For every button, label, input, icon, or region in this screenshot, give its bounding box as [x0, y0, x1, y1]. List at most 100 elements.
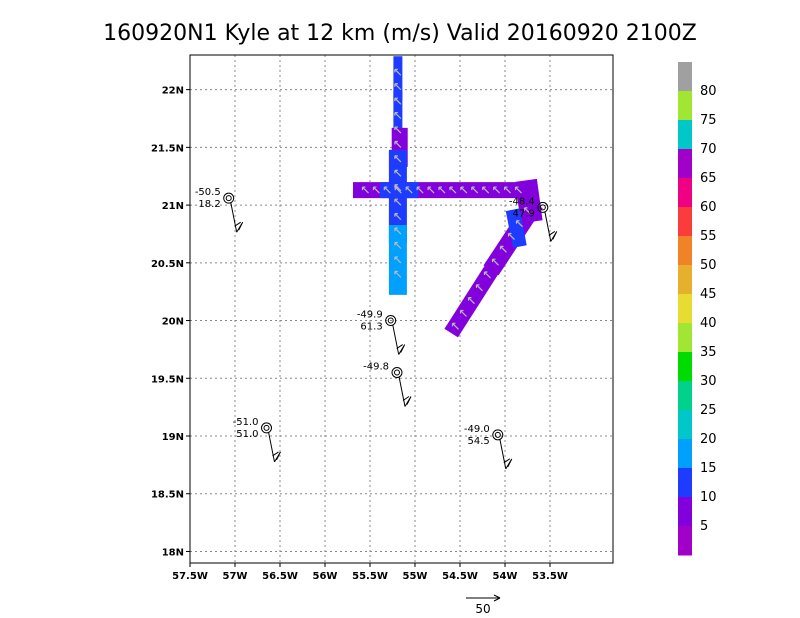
- wind-arrow-vertical: [394, 141, 402, 148]
- dropsonde-inner-ring: [263, 424, 270, 431]
- wind-arrow-vertical: [394, 198, 402, 206]
- x-tick-label: 55W: [403, 571, 428, 582]
- wind-barb-staff: [230, 202, 238, 233]
- colorbar-label: 60: [700, 200, 717, 215]
- wind-arrow-horizontal-head: [449, 186, 453, 191]
- wind-arrow-diagonal: [508, 233, 515, 240]
- reference-vector: 50: [466, 594, 501, 616]
- wind-arrow-diagonal: [492, 258, 499, 266]
- wind-arrow-diagonal: [500, 245, 507, 253]
- wind-arrow-vertical: [394, 169, 402, 177]
- colorbar-segment: [678, 497, 692, 527]
- plot-area: -50.518.2 -48.447.9 -49.961.3 -49.8 -51.051.…: [189, 54, 614, 564]
- colorbar-label: 25: [700, 403, 717, 418]
- wind-arrow-horizontal-head: [427, 186, 432, 191]
- wind-arrow-diagonal-head: [491, 258, 496, 263]
- wind-arrow-horizontal: [383, 186, 391, 194]
- colorbar-label: 45: [700, 287, 717, 302]
- wind-barb-flag: [234, 221, 244, 233]
- colorbar-label: 5: [700, 519, 708, 534]
- plot-border: [189, 54, 614, 564]
- swath-diagonal-blue: [505, 208, 527, 248]
- wind-arrow-horizontal-head: [405, 186, 410, 191]
- colorbar-label: 55: [700, 229, 717, 244]
- wind-arrow-horizontal-head: [372, 186, 377, 191]
- colorbar-segment: [678, 149, 692, 179]
- wind-barb-flag: [402, 396, 412, 407]
- dropsonde-value-label: 54.5: [468, 436, 490, 447]
- wind-arrow-horizontal: [416, 186, 424, 194]
- dropsonde-temp-label: -48.4: [509, 196, 535, 207]
- y-tick-label: 21.5N: [151, 143, 184, 154]
- wind-arrow-vertical: [394, 242, 402, 249]
- dropsonde-value-label: 51.0: [236, 429, 258, 440]
- wind-arrow-horizontal: [438, 186, 446, 194]
- wind-arrow-horizontal: [460, 186, 468, 194]
- wind-arrow-horizontal-head: [482, 186, 486, 191]
- reference-vector-label: 50: [475, 602, 490, 616]
- wind-arrow-horizontal: [493, 186, 501, 194]
- wind-arrow-vertical: [394, 83, 402, 91]
- wind-arrow-diagonal: [524, 207, 531, 215]
- wind-arrow-vertical-head: [394, 198, 398, 203]
- wind-arrow-vertical-head: [394, 169, 398, 174]
- wind-arrow-horizontal-head: [383, 186, 388, 191]
- wind-arrow-horizontal: [427, 186, 435, 194]
- wind-arrow-vertical: [394, 227, 402, 235]
- chart-title: 160920N1 Kyle at 12 km (m/s) Valid 20160…: [103, 21, 697, 46]
- dropsonde-inner-ring: [394, 369, 400, 376]
- wind-arrow-diagonal-head: [451, 322, 456, 327]
- wind-arrow-vertical: [394, 126, 402, 134]
- colorbar-label: 10: [700, 490, 717, 505]
- colorbar-segment: [678, 439, 692, 469]
- wind-barb-staff: [499, 438, 507, 469]
- dropsonde-value-label: 61.3: [360, 322, 382, 333]
- x-tick-label: 56W: [313, 571, 338, 582]
- wind-arrow-vertical: [394, 112, 402, 120]
- colorbar-segment: [678, 62, 692, 92]
- x-tick-label: 54.5W: [442, 571, 478, 582]
- wind-arrow-diagonal: [476, 284, 483, 292]
- colorbar-segment: [678, 468, 692, 498]
- dropsonde-outer-ring: [385, 315, 397, 327]
- wind-arrow-diagonal-head: [499, 245, 504, 250]
- colorbar-segment: [678, 120, 692, 150]
- colorbar-label: 75: [700, 113, 717, 128]
- x-tick-label: 55.5W: [352, 571, 388, 582]
- dropsonde-inner-ring: [494, 431, 501, 438]
- dropsonde-value-label: 18.2: [198, 199, 220, 210]
- colorbar-segment: [678, 294, 692, 324]
- dropsonde-value-label: 47.9: [513, 208, 535, 219]
- y-tick-label: 20N: [162, 317, 184, 328]
- wind-arrow-horizontal-head: [514, 186, 519, 191]
- swath-diagonal-low: [444, 251, 508, 338]
- wind-arrow-horizontal-head: [394, 186, 399, 191]
- colorbar-label: 65: [700, 171, 717, 186]
- wind-arrow-vertical-head: [394, 270, 398, 275]
- wind-arrow-diagonal-head: [483, 271, 488, 276]
- wind-arrow-vertical-head: [394, 112, 398, 116]
- wind-arrow-horizontal: [405, 186, 413, 194]
- y-tick-label: 21N: [162, 201, 184, 212]
- wind-arrow-horizontal-head: [460, 186, 464, 191]
- wind-barb-staff: [398, 376, 406, 407]
- wind-arrow-vertical: [394, 155, 402, 163]
- wind-arrow-vertical-head: [394, 256, 398, 260]
- wind-arrow-vertical: [394, 97, 402, 105]
- colorbar-label: 15: [700, 461, 717, 476]
- wind-arrow-horizontal-head: [438, 186, 442, 191]
- wind-arrow-diagonal-head: [459, 309, 464, 314]
- wind-arrow-horizontal: [471, 186, 479, 194]
- y-tick-label: 20.5N: [151, 259, 184, 270]
- wind-arrow-vertical-head: [394, 155, 398, 159]
- x-tick-label: 53.5W: [532, 571, 568, 582]
- wind-arrow-horizontal: [482, 186, 490, 194]
- wind-arrow-diagonal-head: [523, 207, 528, 211]
- wind-arrow-vertical-head: [394, 97, 398, 102]
- reference-arrow-head: [493, 594, 501, 602]
- wind-arrow-diagonal-head: [467, 297, 472, 301]
- dropsonde-temp-label: -50.5: [195, 187, 221, 198]
- colorbar-segment: [678, 265, 692, 295]
- dropsonde-inner-ring: [387, 317, 394, 324]
- y-tick-label: 22N: [162, 86, 184, 97]
